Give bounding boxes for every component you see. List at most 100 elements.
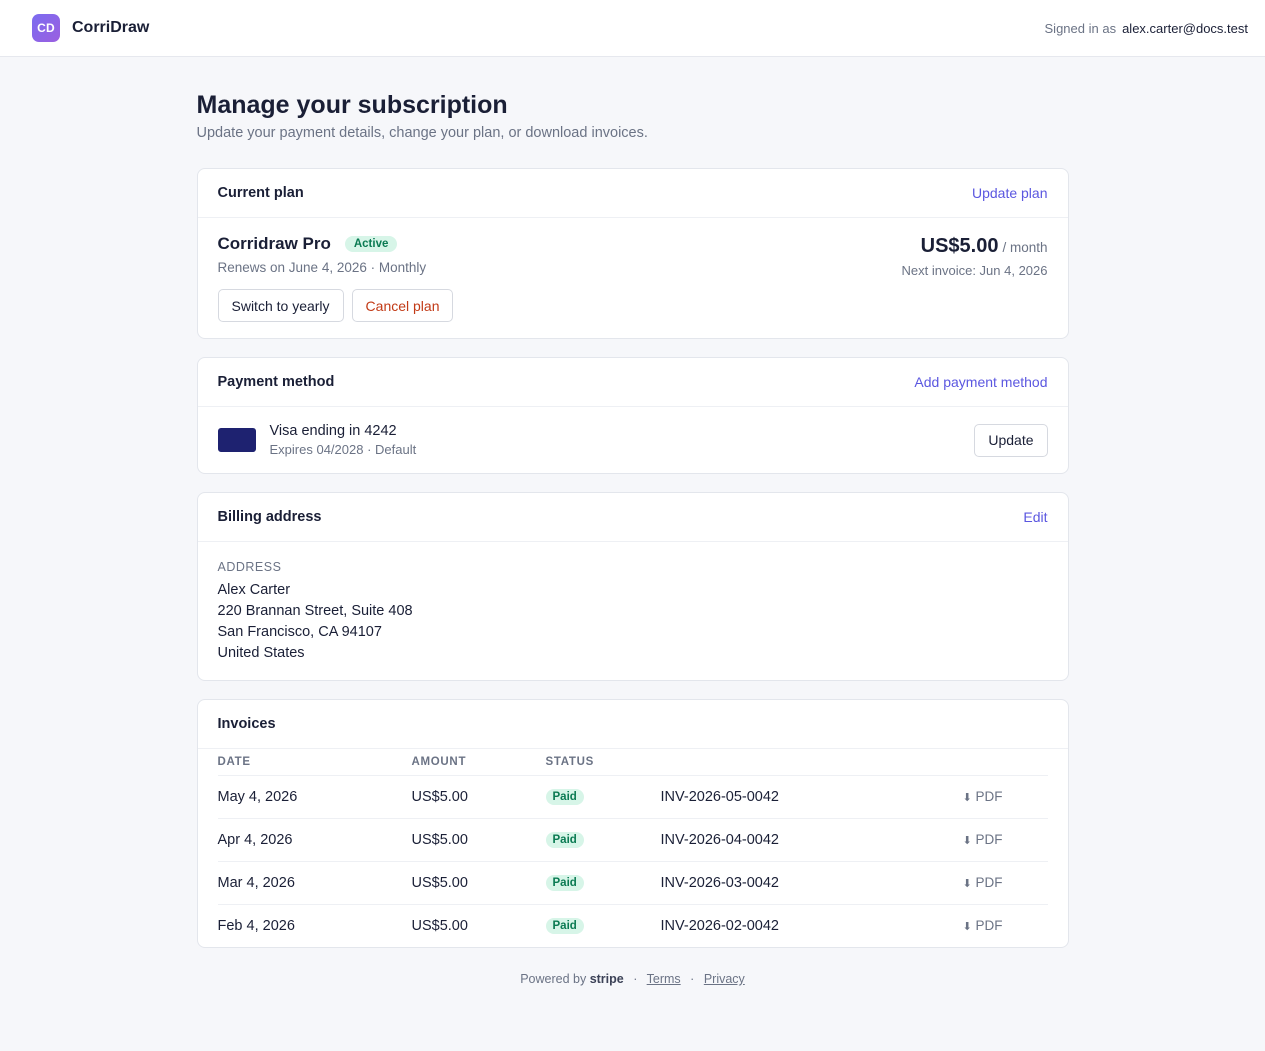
powered-by-label: Powered by — [520, 972, 587, 986]
invoice-status: Paid — [545, 904, 661, 947]
download-arrow-icon: ⬇ — [962, 920, 972, 933]
payment-method-title: Payment method — [217, 374, 335, 390]
invoice-date: May 4, 2026 — [217, 775, 412, 819]
pdf-label: PDF — [975, 917, 1003, 933]
invoice-number: INV-2026-04-0042 — [660, 818, 963, 862]
invoice-date: Mar 4, 2026 — [217, 861, 412, 905]
price-line: US$5.00 / month — [902, 235, 1048, 258]
invoice-number: INV-2026-05-0042 — [660, 775, 963, 819]
add-payment-method-link[interactable]: Add payment method — [914, 374, 1048, 390]
cancel-plan-button[interactable]: Cancel plan — [351, 289, 454, 322]
invoice-pdf-cell: ⬇ PDF — [963, 904, 1048, 947]
footer-separator: · — [690, 972, 695, 986]
table-row: Mar 4, 2026 US$5.00 Paid INV-2026-03-004… — [217, 861, 1048, 905]
page-subtitle: Update your payment details, change your… — [196, 125, 648, 141]
update-payment-button[interactable]: Update — [974, 423, 1048, 457]
invoice-amount: US$5.00 — [411, 861, 546, 905]
address-line: 220 Brannan Street, Suite 408 — [217, 603, 413, 619]
column-amount: AMOUNT — [411, 749, 546, 776]
paid-badge: Paid — [545, 789, 584, 805]
edit-address-link[interactable]: Edit — [1023, 509, 1048, 525]
payment-method-header: Payment method Add payment method — [197, 358, 1068, 407]
pdf-download-link[interactable]: ⬇ PDF — [963, 918, 1003, 933]
payment-card-expiry: Expires 04/2028 · Default — [269, 442, 417, 457]
address-line: Alex Carter — [217, 582, 291, 598]
invoice-date: Feb 4, 2026 — [217, 917, 295, 934]
invoice-amount: US$5.00 — [411, 917, 468, 934]
paid-badge: Paid — [545, 875, 584, 891]
column-pdf — [962, 749, 1048, 776]
plan-price: US$5.00 / month Next invoice: Jun 4, 202… — [902, 234, 1048, 322]
stripe-logo[interactable]: stripe — [589, 972, 624, 986]
invoice-pdf-cell: ⬇ PDF — [962, 861, 1048, 905]
download-arrow-icon: ⬇ — [962, 791, 972, 804]
signed-in-info: Signed in as alex.carter@docs.test — [1045, 21, 1248, 36]
table-row: Apr 4, 2026 US$5.00 Paid INV-2026-04-004… — [217, 818, 1048, 862]
column-number — [660, 749, 963, 776]
invoice-pdf-cell: ⬇ PDF — [962, 775, 1048, 819]
footer: Powered by stripe · Terms · Privacy — [197, 972, 1069, 986]
address-label: ADDRESS — [217, 560, 282, 574]
current-plan-title: Current plan — [217, 185, 304, 201]
signed-in-label: Signed in as — [1044, 20, 1117, 36]
pdf-download-link[interactable]: ⬇ PDF — [963, 832, 1003, 847]
invoices-title: Invoices — [217, 716, 276, 732]
footer-separator: · — [633, 972, 638, 986]
update-plan-link[interactable]: Update plan — [971, 185, 1048, 201]
current-plan-body: Corridraw Pro Active Renews on June 4, 2… — [198, 218, 1068, 338]
invoices-header: Invoices — [197, 700, 1068, 749]
billing-address-body: ADDRESS Alex Carter 220 Brannan Street, … — [198, 542, 1068, 680]
top-bar: CD CorriDraw Signed in as alex.carter@do… — [0, 0, 1265, 57]
plan-status-badge: Active — [344, 236, 398, 252]
invoice-amount: US$5.00 — [411, 775, 546, 819]
payment-card-title: Visa ending in 4242 — [269, 423, 397, 439]
invoices-table: DATE AMOUNT STATUS May 4, 2026 US$5.00 P… — [217, 749, 1048, 947]
address-line: United States — [217, 645, 305, 661]
invoice-status: Paid — [545, 775, 661, 819]
payment-method-card: Payment method Add payment method Visa e… — [196, 357, 1069, 474]
terms-link[interactable]: Terms — [646, 972, 681, 986]
invoice-number: INV-2026-03-0042 — [660, 861, 963, 905]
payment-method-body: Visa ending in 4242 Expires 04/2028 · De… — [198, 407, 1068, 473]
invoice-date: Apr 4, 2026 — [217, 818, 412, 862]
table-row: Feb 4, 2026 US$5.00 Paid INV-2026-02-004… — [218, 904, 1048, 947]
plan-name-row: Corridraw Pro Active — [218, 234, 454, 254]
pdf-label: PDF — [975, 831, 1003, 847]
invoice-number: INV-2026-02-0042 — [660, 917, 780, 934]
brand-logo: CD — [32, 14, 60, 42]
paid-badge: Paid — [545, 832, 584, 848]
invoice-pdf-cell: ⬇ PDF — [962, 818, 1048, 862]
pdf-download-link[interactable]: ⬇ PDF — [963, 789, 1003, 804]
switch-to-yearly-button[interactable]: Switch to yearly — [217, 289, 344, 322]
payment-card-text: Visa ending in 4242 Expires 04/2028 · De… — [270, 423, 417, 457]
privacy-link[interactable]: Privacy — [703, 972, 745, 986]
billing-address-card: Billing address Edit ADDRESS Alex Carter… — [196, 492, 1069, 681]
plan-renewal: Renews on June 4, 2026 · Monthly — [217, 260, 427, 275]
download-arrow-icon: ⬇ — [962, 834, 972, 847]
next-invoice: Next invoice: Jun 4, 2026 — [901, 263, 1048, 278]
paid-badge: Paid — [545, 918, 584, 935]
invoices-card: Invoices DATE AMOUNT STATUS May 4, 2026 … — [196, 699, 1069, 948]
plan-details: Corridraw Pro Active Renews on June 4, 2… — [217, 234, 454, 322]
pdf-download-link[interactable]: ⬇ PDF — [963, 875, 1003, 890]
current-plan-header: Current plan Update plan — [197, 169, 1068, 218]
download-arrow-icon: ⬇ — [962, 877, 972, 890]
invoice-status: Paid — [545, 818, 661, 862]
plan-actions: Switch to yearly Cancel plan — [217, 289, 454, 322]
payment-card-info: Visa ending in 4242 Expires 04/2028 · De… — [217, 423, 417, 457]
signed-in-email: alex.carter@docs.test — [1122, 20, 1248, 36]
brand[interactable]: CD CorriDraw — [32, 14, 149, 42]
column-date: DATE — [217, 749, 412, 776]
invoices-header-row: DATE AMOUNT STATUS — [217, 749, 1048, 776]
invoice-amount: US$5.00 — [411, 818, 546, 862]
current-plan-card: Current plan Update plan Corridraw Pro A… — [196, 168, 1069, 339]
address-line: San Francisco, CA 94107 — [217, 624, 382, 640]
pdf-label: PDF — [975, 874, 1003, 890]
column-status: STATUS — [545, 749, 661, 776]
page-title: Manage your subscription — [196, 91, 508, 119]
billing-address-title: Billing address — [217, 509, 322, 525]
main-content: Manage your subscription Update your pay… — [196, 57, 1069, 986]
credit-card-icon — [217, 428, 256, 452]
invoice-status: Paid — [545, 861, 661, 905]
brand-name: CorriDraw — [72, 19, 150, 36]
